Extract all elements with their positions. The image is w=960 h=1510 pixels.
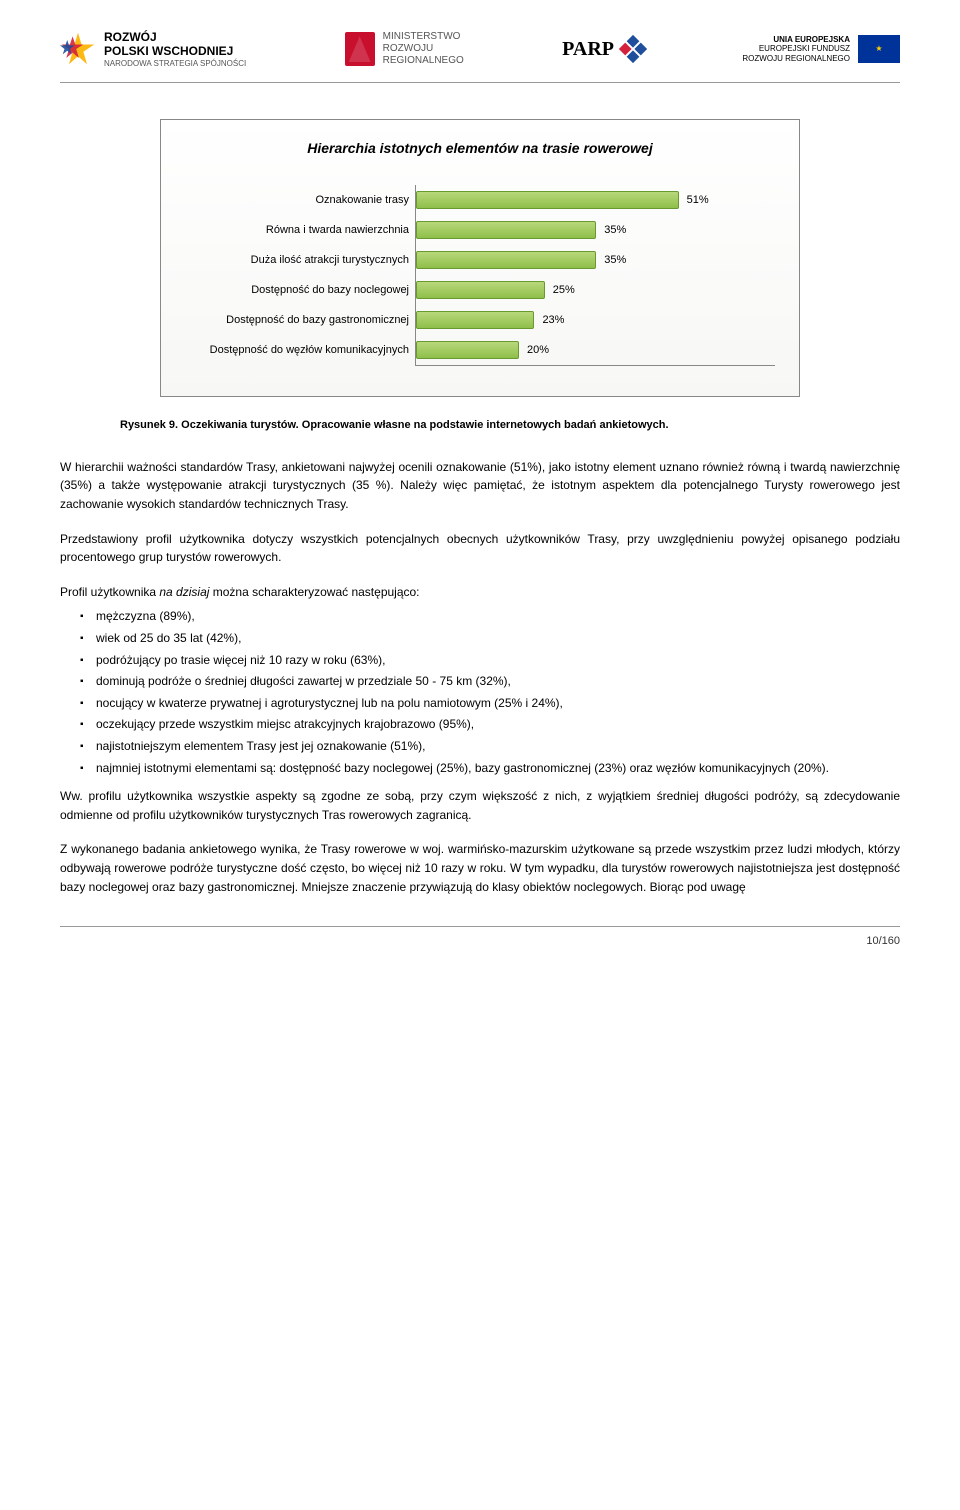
chart-y-labels: Oznakowanie trasyRówna i twarda nawierzc…: [185, 185, 415, 366]
logo2-line1: MINISTERSTWO: [383, 31, 464, 43]
chart-container: Hierarchia istotnych elementów na trasie…: [160, 119, 800, 397]
figure-caption: Rysunek 9. Oczekiwania turystów. Opracow…: [120, 417, 800, 434]
bar-row: 25%: [416, 275, 725, 305]
chart-category-label: Oznakowanie trasy: [185, 185, 415, 215]
chart-bars: 51% 35% 35% 25% 23% 20%: [415, 185, 775, 366]
list-item: podróżujący po trasie więcej niż 10 razy…: [60, 651, 900, 670]
list-item: najistotniejszym elementem Trasy jest je…: [60, 737, 900, 756]
logo-rozwoj: ROZWÓJ POLSKI WSCHODNIEJ NARODOWA STRATE…: [60, 30, 246, 68]
parp-icon: [617, 34, 648, 65]
bar-row: 20%: [416, 335, 725, 365]
paragraph-5: Z wykonanego badania ankietowego wynika,…: [60, 840, 900, 896]
chart-category-label: Dostępność do bazy gastronomicznej: [185, 305, 415, 335]
list-item: najmniej istotnymi elementami są: dostęp…: [60, 759, 900, 778]
logo-ministerstwo: MINISTERSTWO ROZWOJU REGIONALNEGO: [345, 31, 464, 67]
paragraph-4: Ww. profilu użytkownika wszystkie aspekt…: [60, 787, 900, 824]
chart-title: Hierarchia istotnych elementów na trasie…: [185, 138, 775, 159]
paragraph-3: Profil użytkownika na dzisiaj można scha…: [60, 583, 900, 602]
bar-row: 51%: [416, 185, 725, 215]
chart-category-label: Dostępność do bazy noclegowej: [185, 275, 415, 305]
list-item: oczekujący przede wszystkim miejsc atrak…: [60, 715, 900, 734]
logo1-line2: POLSKI WSCHODNIEJ: [104, 44, 246, 58]
list-item: wiek od 25 do 35 lat (42%),: [60, 629, 900, 648]
bar-row: 35%: [416, 245, 725, 275]
bar: [416, 251, 596, 269]
chart-category-label: Duża ilość atrakcji turystycznych: [185, 245, 415, 275]
bar-row: 23%: [416, 305, 725, 335]
bar: [416, 341, 519, 359]
bar: [416, 281, 545, 299]
bullet-list: mężczyzna (89%), wiek od 25 do 35 lat (42…: [60, 607, 900, 777]
bar-value-label: 23%: [542, 312, 564, 329]
para3-italic: na dzisiaj: [159, 585, 209, 599]
page-footer: 10/160: [60, 926, 900, 950]
chart-category-label: Równa i twarda nawierzchnia: [185, 215, 415, 245]
chart-category-label: Dostępność do węzłów komunikacyjnych: [185, 335, 415, 365]
bar-value-label: 35%: [604, 252, 626, 269]
bar: [416, 191, 679, 209]
para3-prefix: Profil użytkownika: [60, 585, 159, 599]
eu-flag-icon: [858, 35, 900, 63]
logo2-line3: REGIONALNEGO: [383, 55, 464, 67]
star-icon: [60, 31, 96, 67]
page-number: 10/160: [866, 935, 900, 947]
bar-value-label: 35%: [604, 222, 626, 239]
logo-parp: PARP: [562, 34, 644, 64]
para3-suffix: można scharakteryzować następująco:: [209, 585, 419, 599]
logo1-sub: NARODOWA STRATEGIA SPÓJNOŚCI: [104, 59, 246, 69]
logo1-line1: ROZWÓJ: [104, 30, 246, 44]
logo4-line3: ROZWOJU REGIONALNEGO: [742, 54, 850, 64]
list-item: nocujący w kwaterze prywatnej i agrotury…: [60, 694, 900, 713]
bar-row: 35%: [416, 215, 725, 245]
chart-area: Oznakowanie trasyRówna i twarda nawierzc…: [185, 185, 775, 366]
logo-eu: UNIA EUROPEJSKA EUROPEJSKI FUNDUSZ ROZWO…: [742, 35, 900, 64]
paragraph-2: Przedstawiony profil użytkownika dotyczy…: [60, 530, 900, 567]
list-item: mężczyzna (89%),: [60, 607, 900, 626]
logo3-text: PARP: [562, 34, 614, 64]
paragraph-1: W hierarchii ważności standardów Trasy, …: [60, 458, 900, 514]
bar-value-label: 25%: [553, 282, 575, 299]
bar-value-label: 20%: [527, 342, 549, 359]
emblem-icon: [345, 32, 375, 66]
logo4-line2: EUROPEJSKI FUNDUSZ: [742, 44, 850, 54]
list-item: dominują podróże o średniej długości zaw…: [60, 672, 900, 691]
bar: [416, 221, 596, 239]
logo4-line1: UNIA EUROPEJSKA: [742, 35, 850, 45]
header-logos: ROZWÓJ POLSKI WSCHODNIEJ NARODOWA STRATE…: [60, 20, 900, 83]
logo2-line2: ROZWOJU: [383, 43, 464, 55]
bar: [416, 311, 534, 329]
bar-value-label: 51%: [687, 192, 709, 209]
